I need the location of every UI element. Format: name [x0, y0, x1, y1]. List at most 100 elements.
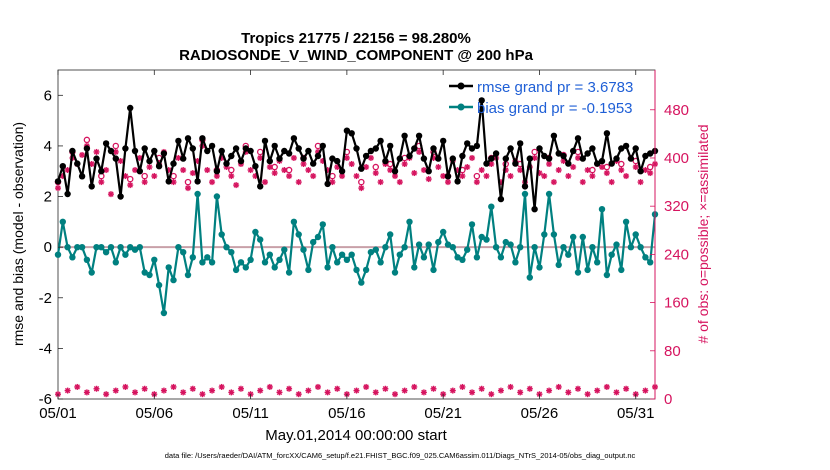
bias-series-point — [387, 231, 394, 238]
obs-count-low-point — [488, 391, 495, 398]
obs-assimilated-point — [555, 167, 562, 174]
rmse-series-point — [622, 142, 630, 150]
bias-series-point — [204, 254, 211, 261]
obs-assimilated-stroke — [426, 176, 432, 182]
bias-series-point — [608, 251, 615, 258]
rmse-series-point — [180, 155, 187, 162]
obs-count-low-stroke — [218, 384, 225, 390]
obs-assimilated-point — [353, 173, 360, 180]
bias-series-point — [598, 206, 606, 213]
rmse-series-point — [102, 140, 110, 147]
obs-count-low-stroke — [84, 389, 90, 396]
obs-assimilated-stroke — [392, 173, 398, 179]
bias-series-point — [74, 244, 81, 251]
rmse-series-point — [155, 163, 163, 170]
x-tick-label: 05/21 — [424, 405, 462, 422]
bias-series-point — [175, 244, 182, 251]
obs-assimilated-point — [488, 161, 495, 167]
bias-series-point — [570, 233, 577, 241]
obs-assimilated-stroke — [551, 179, 557, 185]
bias-series-point — [78, 244, 86, 251]
rmse-series-point — [541, 152, 548, 160]
obs-assimilated-point — [401, 161, 408, 167]
obs-assimilated-point — [146, 164, 153, 171]
bias-series-point — [112, 259, 120, 266]
obs-count-low-stroke — [584, 391, 591, 397]
obs-count-low-point — [189, 385, 196, 392]
data-file-footer: data file: /Users/raeder/DAI/ATM_forcXX/… — [165, 451, 636, 460]
obs-count-low-stroke — [401, 387, 408, 394]
rmse-series-point — [464, 140, 471, 147]
bias-series-point — [329, 244, 336, 251]
bias-series-point — [257, 236, 264, 243]
bias-series-point — [69, 254, 76, 261]
obs-count-low-point — [103, 391, 110, 398]
rmse-series-point — [194, 178, 201, 185]
rmse-series-point — [160, 150, 168, 157]
rmse-series-point — [305, 147, 312, 155]
bias-series-point — [199, 259, 206, 266]
bias-series-point — [136, 244, 143, 251]
rmse-series-point — [488, 155, 495, 162]
bias-series-point — [300, 246, 307, 253]
bias-series-point — [334, 259, 341, 266]
rmse-series-point — [208, 142, 216, 150]
obs-assimilated-stroke — [180, 167, 186, 173]
bias-series-point — [362, 266, 370, 274]
obs-assimilated-point — [570, 164, 577, 171]
obs-count-low-point — [497, 387, 504, 394]
obs-assimilated-stroke — [474, 179, 480, 185]
obs-count-low-point — [266, 383, 273, 390]
x-tick-label: 05/06 — [136, 405, 174, 422]
bias-series-point — [242, 264, 249, 271]
rmse-series-point — [54, 178, 62, 185]
obs-assimilated-point — [64, 167, 71, 174]
obs-assimilated-point — [358, 185, 365, 192]
obs-count-low-point — [228, 389, 235, 396]
obs-assimilated-point — [473, 179, 480, 186]
chart-title-line2: RADIOSONDE_V_WIND_COMPONENT @ 200 hPa — [179, 47, 534, 64]
rmse-series-point — [136, 168, 143, 175]
y-tick-label-left: -2 — [39, 290, 52, 307]
obs-count-low-point — [276, 389, 283, 396]
bias-series-point — [252, 228, 259, 236]
obs-assimilated-stroke — [132, 167, 138, 173]
bias-series-point — [141, 269, 148, 276]
obs-assimilated-stroke — [397, 179, 403, 185]
obs-count-low-stroke — [353, 387, 360, 394]
y-tick-label-left: -6 — [39, 391, 52, 408]
rmse-series-point — [213, 168, 221, 175]
bias-series-point — [54, 251, 62, 258]
rmse-series-point — [69, 147, 76, 155]
obs-count-low-stroke — [450, 387, 456, 394]
rmse-series-point — [131, 147, 139, 155]
bias-series-point — [627, 244, 635, 251]
obs-assimilated-stroke — [64, 167, 71, 173]
rmse-series-point — [170, 160, 177, 167]
obs-assimilated-stroke — [286, 173, 292, 179]
bias-series-point — [290, 218, 298, 225]
rmse-series-point — [570, 147, 577, 155]
rmse-series-point — [242, 145, 249, 152]
obs-count-low-stroke — [161, 387, 167, 394]
y-tick-label-right: 240 — [664, 246, 689, 263]
bias-series-point — [536, 264, 543, 271]
obs-assimilated-stroke — [483, 173, 490, 179]
obs-assimilated-stroke — [580, 179, 586, 185]
rmse-series-point — [478, 97, 485, 104]
obs-count-low-point — [555, 383, 562, 390]
rmse-series-point — [517, 140, 524, 147]
obs-assimilated-stroke — [117, 158, 124, 164]
obs-count-low-point — [160, 387, 167, 394]
rmse-series-point — [117, 193, 124, 200]
rmse-series-point — [218, 147, 225, 155]
bias-series-point — [396, 251, 403, 258]
bias-series-point — [232, 266, 240, 274]
bias-series-point — [367, 249, 375, 256]
rmse-series-point — [574, 135, 582, 142]
obs-assimilated-point — [623, 173, 630, 180]
bias-series-point — [435, 238, 442, 246]
bias-series-point — [184, 271, 192, 279]
obs-count-low-point — [141, 385, 148, 392]
